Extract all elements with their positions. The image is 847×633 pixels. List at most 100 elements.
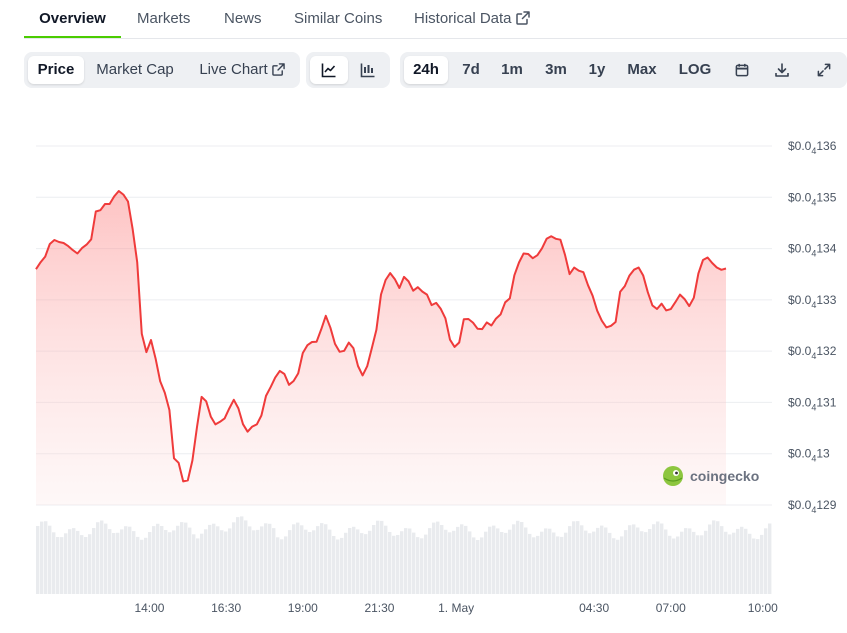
volume-bar	[292, 524, 296, 594]
range-7d[interactable]: 7d	[462, 61, 480, 78]
download-button[interactable]	[766, 56, 798, 84]
y-tick-label: $0.04136	[788, 139, 837, 156]
volume-bar	[140, 539, 144, 594]
volume-bar	[344, 532, 348, 594]
y-tick-label: $0.04135	[788, 190, 837, 207]
volume-bar	[324, 524, 328, 594]
volume-bar	[580, 525, 584, 594]
volume-bar	[480, 537, 484, 594]
calendar-button[interactable]	[726, 56, 758, 84]
external-link-icon	[271, 58, 285, 86]
log-scale-button[interactable]: LOG	[678, 61, 712, 78]
volume-bar	[156, 523, 160, 594]
volume-bar	[608, 532, 612, 594]
volume-bar	[484, 531, 488, 594]
volume-bar	[348, 528, 352, 594]
coingecko-watermark: coingecko	[663, 466, 759, 486]
watermark-text: coingecko	[690, 468, 759, 484]
volume-bar	[40, 521, 44, 594]
volume-bar	[104, 523, 108, 594]
price-area-fill	[36, 191, 726, 505]
y-tick-label: $0.04133	[788, 293, 837, 310]
volume-bar	[152, 526, 156, 594]
x-tick-label: 19:00	[288, 601, 318, 615]
volume-bar	[88, 534, 92, 594]
volume-bar	[668, 535, 672, 594]
volume-bar	[524, 527, 528, 594]
volume-bar	[440, 525, 444, 594]
volume-bar	[764, 528, 768, 594]
volume-bar	[196, 538, 200, 594]
volume-bar	[288, 530, 292, 594]
volume-bar	[628, 525, 632, 594]
price-tab[interactable]: Price	[28, 56, 84, 84]
volume-bar	[540, 531, 544, 594]
tab-similar-coins[interactable]: Similar Coins	[294, 10, 383, 27]
live-chart-tab[interactable]: Live Chart	[190, 56, 294, 84]
volume-bar	[176, 525, 180, 594]
volume-bar	[520, 522, 524, 594]
volume-bar	[704, 530, 708, 594]
volume-bar	[712, 520, 716, 594]
volume-bar	[224, 531, 228, 594]
x-tick-label: 14:00	[134, 601, 164, 615]
line-chart-button[interactable]	[310, 56, 348, 84]
volume-bar	[388, 532, 392, 594]
volume-bar	[320, 523, 324, 594]
volume-bar	[536, 535, 540, 594]
volume-bar	[64, 533, 68, 594]
y-axis-labels: $0.04129 $0.0413 $0.04131 $0.04132 $0.04133 $…	[788, 139, 837, 515]
tab-historical-data[interactable]: Historical Data	[414, 0, 530, 38]
volume-bar	[192, 534, 196, 594]
volume-bar	[636, 527, 640, 594]
volume-bar	[84, 537, 88, 594]
volume-bar	[736, 528, 740, 594]
volume-bar	[184, 522, 188, 594]
range-1m[interactable]: 1m	[501, 61, 523, 78]
volume-bar	[752, 538, 756, 594]
volume-bar	[56, 537, 60, 594]
volume-bar	[44, 521, 48, 594]
volume-bar	[280, 539, 284, 594]
volume-bar	[588, 533, 592, 594]
top-tab-bar: Overview Markets News Similar Coins Hist…	[24, 0, 847, 39]
candlestick-chart-button[interactable]	[350, 56, 386, 84]
volume-bar	[452, 530, 456, 594]
volume-bar	[36, 526, 40, 594]
volume-bar	[400, 531, 404, 594]
fullscreen-button[interactable]	[808, 56, 840, 84]
volume-bar	[304, 529, 308, 594]
range-1y[interactable]: 1y	[588, 61, 606, 78]
volume-bar	[744, 528, 748, 594]
range-3m[interactable]: 3m	[545, 61, 567, 78]
volume-bar	[644, 532, 648, 594]
range-24h[interactable]: 24h	[404, 56, 448, 84]
y-tick-label: $0.0413	[788, 447, 830, 464]
volume-bar	[412, 532, 416, 594]
volume-bar	[624, 530, 628, 594]
volume-bar	[132, 531, 136, 594]
volume-bar	[392, 535, 396, 594]
volume-bar	[364, 534, 368, 594]
tab-news[interactable]: News	[224, 10, 262, 27]
volume-bar	[248, 526, 252, 594]
market-cap-tab[interactable]: Market Cap	[96, 61, 174, 78]
tab-overview[interactable]: Overview	[24, 0, 121, 38]
volume-bar	[296, 522, 300, 594]
price-line	[35, 190, 727, 483]
volume-bar	[312, 530, 316, 594]
volume-bar	[648, 529, 652, 594]
tab-markets[interactable]: Markets	[137, 10, 191, 27]
volume-bar	[232, 522, 236, 594]
volume-bar	[488, 526, 492, 594]
volume-bar	[456, 526, 460, 594]
range-max[interactable]: Max	[627, 61, 657, 78]
volume-bar	[680, 531, 684, 594]
volume-bar	[360, 533, 364, 594]
volume-bar	[544, 528, 548, 594]
x-tick-label: 1. May	[438, 601, 474, 615]
volume-bar	[368, 530, 372, 594]
volume-bar	[500, 532, 504, 594]
volume-bar	[652, 524, 656, 594]
